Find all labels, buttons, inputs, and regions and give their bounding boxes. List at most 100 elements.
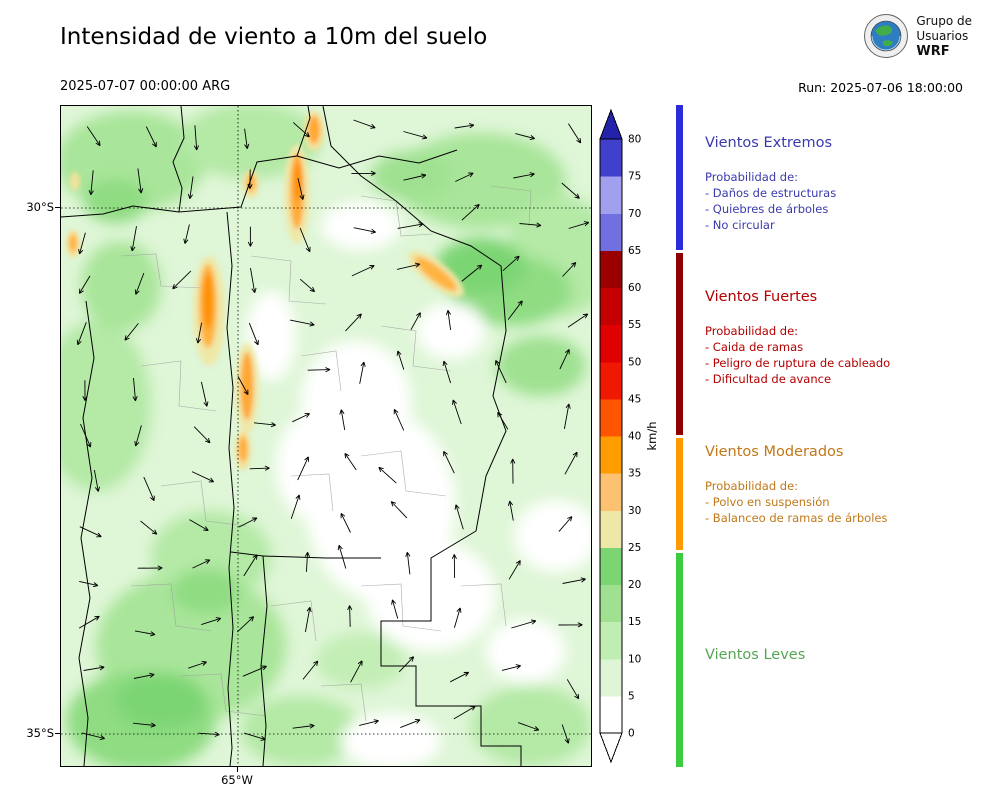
wind-arrow [299, 278, 316, 293]
page-title: Intensidad de viento a 10m del suelo [60, 24, 488, 50]
wind-arrow [134, 272, 145, 295]
wind-arrow [451, 554, 457, 578]
wind-arrow [558, 516, 573, 532]
legend-title-fuertes: Vientos Fuertes [705, 289, 818, 305]
wind-arrow [137, 168, 144, 194]
wind-arrow [200, 381, 209, 407]
wind-arrow [350, 660, 363, 683]
colorbar-tick-label: 30 [628, 505, 641, 517]
wind-arrow [79, 580, 99, 588]
legend-title-moderados: Vientos Moderados [705, 444, 844, 460]
wind-arrow [249, 465, 270, 471]
wind-arrow [453, 705, 476, 720]
wind-arrow [443, 450, 455, 474]
wind-arrow [133, 672, 155, 679]
wind-arrow [76, 322, 87, 346]
wind-arrow [195, 322, 203, 344]
wind-arrow [403, 173, 427, 181]
colorbar-tick-label: 25 [628, 542, 641, 554]
wind-arrow [397, 222, 424, 229]
wind-arrow [391, 599, 399, 619]
colorbar-segment [600, 139, 622, 177]
wind-arrow [248, 322, 259, 346]
colorbar-over-arrow [599, 108, 623, 140]
wind-arrow [351, 170, 376, 176]
wind-arrow [191, 471, 215, 483]
wind-arrow [564, 451, 578, 475]
wind-arrow [201, 617, 222, 626]
wind-shading [61, 106, 591, 766]
colorbar-tick-label: 70 [628, 208, 641, 220]
wind-arrow [79, 526, 102, 538]
wind-arrow [130, 226, 137, 252]
legend-item: - Dificultad de avance [705, 372, 832, 386]
wind-arrow [237, 376, 249, 395]
colorbar-segment [600, 176, 622, 214]
legend-item: - No circular [705, 218, 775, 232]
colorbar-segments [600, 139, 622, 734]
legend-items-header: Probabilidad de: [705, 479, 799, 493]
wind-arrow [501, 664, 521, 671]
colorbar-tick-label: 65 [628, 245, 641, 257]
wind-arrow [198, 731, 220, 737]
wind-arrow [353, 227, 376, 234]
wind-arrow [396, 262, 421, 270]
lat-label-35s: 35°S [26, 726, 54, 740]
wind-arrow [250, 268, 257, 293]
legend-color-bar-extremos [676, 105, 683, 250]
wind-arrow [304, 551, 310, 572]
colorbar-tick-label: 20 [628, 579, 641, 591]
wind-arrow [508, 560, 521, 580]
wind-arrow [299, 227, 311, 253]
logo-text: Grupo de Usuarios WRF [916, 14, 972, 59]
wind-arrow [242, 665, 267, 677]
lat-tick-35s [55, 733, 60, 734]
colorbar-tick-label: 50 [628, 356, 641, 368]
colorbar-segment [600, 510, 622, 548]
wind-arrow [134, 425, 142, 447]
wind-arrow [244, 128, 250, 149]
wind-arrow [568, 123, 582, 144]
legend-color-bar-moderados [676, 438, 683, 550]
legend-item: - Balanceo de ramas de árboles [705, 511, 888, 525]
colorbar-segment [600, 658, 622, 697]
wind-arrow [502, 255, 520, 272]
legend-section-leves: Vientos Leves [676, 553, 996, 767]
wind-arrow [78, 232, 86, 255]
map-frame [60, 105, 592, 767]
department-boundaries [120, 185, 532, 722]
wind-arrow [78, 275, 91, 294]
wind-arrow [449, 671, 470, 683]
wind-arrow [513, 172, 535, 179]
wind-arrow [143, 476, 155, 502]
wind-arrow [189, 519, 209, 531]
wind-arrow [344, 453, 357, 471]
wind-arrow [442, 360, 452, 384]
wind-arrow [405, 551, 411, 575]
colorbar-segment [600, 287, 622, 326]
wind-category-legend: Vientos Extremos Probabilidad de: - Daños … [676, 105, 996, 767]
legend-item: - Daños de estructuras [705, 186, 837, 200]
wind-arrow [292, 413, 310, 423]
wrf-globe-icon [864, 14, 909, 58]
wind-arrow [396, 350, 405, 370]
colorbar-segment [600, 361, 622, 400]
colorbar-segment [600, 584, 622, 623]
wind-arrow [247, 169, 253, 189]
graticule-lines [61, 106, 591, 766]
lat-tick-30s [55, 207, 60, 208]
wind-arrow [562, 261, 577, 277]
wind-arrow [359, 361, 366, 384]
wind-arrow [510, 458, 516, 484]
wind-arrow [562, 577, 586, 584]
wind-arrow [78, 615, 100, 629]
wind-arrow [83, 665, 105, 671]
wind-arrow [566, 679, 580, 700]
lat-label-30s: 30°S [26, 200, 54, 214]
wind-arrow [304, 606, 312, 633]
wind-arrow [187, 176, 194, 199]
wind-arrow [507, 500, 514, 521]
wind-arrow [292, 122, 310, 138]
wind-arrow [345, 313, 362, 332]
colorbar-tick-label: 45 [628, 394, 641, 406]
